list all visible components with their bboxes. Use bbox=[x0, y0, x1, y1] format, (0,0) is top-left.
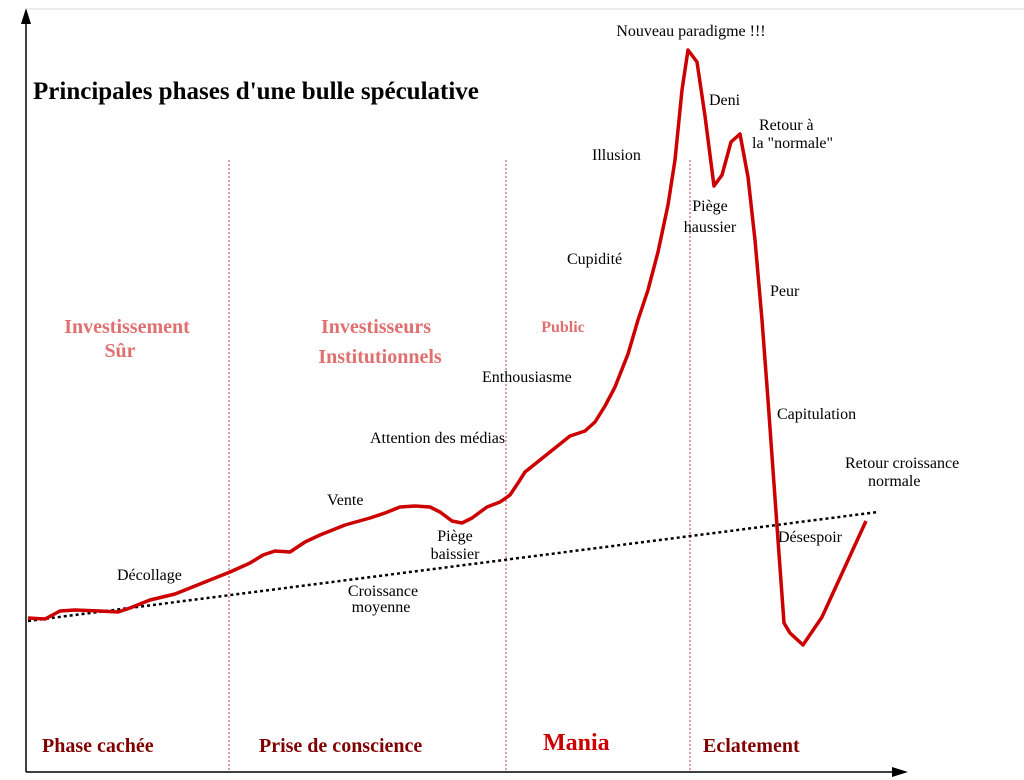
label-peur: Peur bbox=[770, 283, 800, 300]
actor-institutionnels-line1: Investisseurs bbox=[321, 316, 431, 338]
actor-investissement-line1: Investissement bbox=[64, 316, 190, 338]
phase-eclatement-label: Eclatement bbox=[703, 735, 800, 757]
label-piege-haussier-1: Piège bbox=[692, 198, 728, 215]
average-growth-line bbox=[27, 510, 879, 623]
label-decollage: Décollage bbox=[117, 567, 182, 584]
label-capitulation: Capitulation bbox=[777, 406, 856, 423]
label-retour-normale-1: Retour à bbox=[759, 117, 814, 134]
label-retour-croissance-2: normale bbox=[868, 473, 920, 490]
label-croissance-moyenne-2: moyenne bbox=[352, 599, 411, 616]
y-axis-arrow-icon bbox=[21, 8, 31, 24]
label-nouveau-paradigme: Nouveau paradigme !!! bbox=[616, 23, 765, 40]
label-piege-haussier-2: haussier bbox=[684, 219, 737, 236]
label-enthousiasme: Enthousiasme bbox=[482, 369, 572, 386]
label-retour-normale-2: la "normale" bbox=[752, 135, 833, 152]
label-deni: Deni bbox=[709, 92, 741, 109]
label-illusion: Illusion bbox=[592, 147, 641, 164]
phase-mania-label: Mania bbox=[543, 730, 610, 756]
label-attention-medias: Attention des médias bbox=[370, 430, 505, 447]
x-axis-arrow-icon bbox=[892, 767, 908, 777]
label-cupidite: Cupidité bbox=[567, 251, 622, 268]
bubble-price-curve bbox=[27, 48, 868, 647]
label-desespoir: Désespoir bbox=[778, 529, 843, 546]
label-croissance-moyenne-1: Croissance bbox=[348, 583, 418, 600]
label-vente: Vente bbox=[327, 492, 363, 509]
actor-institutionnels-line2: Institutionnels bbox=[318, 346, 442, 368]
label-retour-croissance-1: Retour croissance bbox=[845, 455, 959, 472]
chart-title: Principales phases d'une bulle spéculati… bbox=[33, 78, 479, 105]
actor-public: Public bbox=[541, 319, 585, 336]
phase-cachee-label: Phase cachée bbox=[42, 735, 154, 757]
actor-investissement-line2: Sûr bbox=[104, 340, 135, 362]
phase-prise-conscience-label: Prise de conscience bbox=[259, 735, 422, 757]
label-piege-baissier-2: baissier bbox=[431, 546, 481, 563]
label-piege-baissier-1: Piège bbox=[437, 528, 473, 545]
